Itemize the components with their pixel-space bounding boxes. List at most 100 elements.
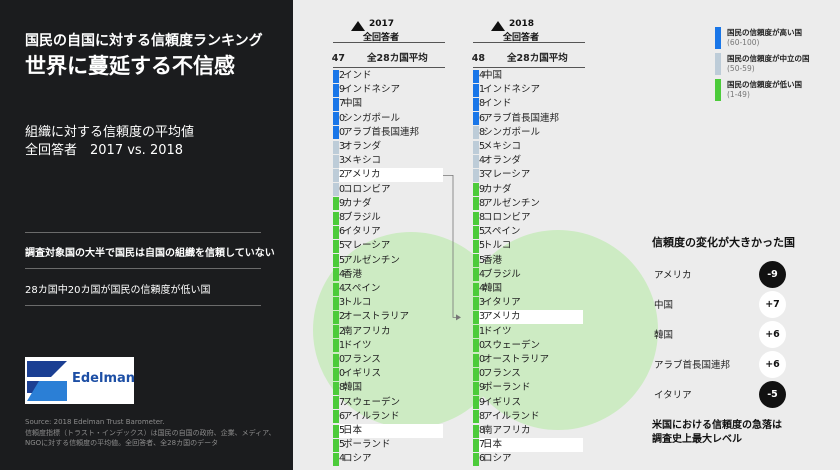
highlight-box xyxy=(479,438,583,453)
country-name: ドイツ xyxy=(343,339,372,351)
right-panel: 2017 全回答者 47 全28カ国平均 72インド69インドネシア67中国60… xyxy=(293,0,840,470)
trust-level-bar xyxy=(333,282,339,296)
trust-level-bar xyxy=(333,183,339,197)
country-name: オランダ xyxy=(343,141,382,152)
country-name: イタリア xyxy=(483,297,521,309)
trust-level-bar xyxy=(473,424,479,438)
country-name: アルゼンチン xyxy=(343,254,400,266)
trust-level-bar xyxy=(333,410,339,424)
country-name: オーストラリア xyxy=(343,311,410,323)
trust-level-bar xyxy=(473,254,479,268)
trust-level-bar xyxy=(473,126,479,140)
footnote-line-2: 調査史上最大レベル xyxy=(652,434,742,445)
finding-1: 調査対象国の大半で国民は自国の組織を信頼していない xyxy=(25,248,275,259)
trust-level-bar xyxy=(473,438,479,452)
country-name: ブラジル xyxy=(343,212,381,223)
trust-level-bar xyxy=(473,112,479,126)
country-name: 日本 xyxy=(483,439,503,451)
change-country-name: アラブ首長国連邦 xyxy=(654,360,731,371)
country-name: トルコ xyxy=(343,297,372,309)
header-rule xyxy=(333,42,445,43)
trust-level-bar xyxy=(333,140,339,154)
country-name: イギリス xyxy=(343,368,382,380)
country-name: 韓国 xyxy=(343,382,363,394)
change-country-name: イタリア xyxy=(654,390,692,401)
average-label-2017: 全28カ国平均 xyxy=(367,53,428,64)
low-trust-area-2017 xyxy=(313,232,509,428)
change-value-badge: +6 xyxy=(759,351,786,378)
average-label-2018: 全28カ国平均 xyxy=(507,53,568,64)
country-name: 中国 xyxy=(483,70,503,81)
country-name: スペイン xyxy=(343,283,381,294)
trust-level-bar xyxy=(473,339,479,353)
legend-swatch-high xyxy=(715,27,721,49)
triangle-icon xyxy=(491,21,505,31)
country-name: カナダ xyxy=(343,197,372,209)
average-value-2018: 48 xyxy=(471,53,485,64)
change-country-name: 中国 xyxy=(654,300,674,311)
country-name: 日本 xyxy=(343,425,363,436)
country-name: 香港 xyxy=(483,254,503,266)
page-title-small: 国民の自国に対する信頼度ランキング xyxy=(25,33,263,49)
country-name: スウェーデン xyxy=(343,396,401,408)
average-value-2017: 47 xyxy=(331,53,345,64)
country-name: メキシコ xyxy=(483,141,522,152)
country-name: シンガポール xyxy=(483,126,541,138)
country-name: メキシコ xyxy=(343,155,382,167)
trust-level-bar xyxy=(333,381,339,396)
legend-range-high: (60-100) xyxy=(727,38,760,47)
country-name: イタリア xyxy=(343,226,381,238)
country-name: 香港 xyxy=(343,268,363,280)
country-name: コロンビア xyxy=(343,183,391,195)
country-name: アルゼンチン xyxy=(483,197,540,209)
trust-level-bar xyxy=(473,140,479,154)
trust-level-bar xyxy=(333,126,339,140)
country-name: 韓国 xyxy=(483,283,503,294)
trust-level-bar xyxy=(473,452,479,467)
country-name: ロシア xyxy=(483,453,512,465)
country-name: 南アフリカ xyxy=(343,325,391,337)
year-label-2017: 2017 xyxy=(369,19,395,29)
trust-level-bar xyxy=(333,339,339,353)
change-value-badge: -5 xyxy=(759,381,786,408)
country-name: スウェーデン xyxy=(483,339,541,351)
chart-background xyxy=(313,230,658,430)
trust-level-bar xyxy=(333,353,339,367)
country-name: インドネシア xyxy=(483,84,541,96)
trust-level-bar xyxy=(473,396,479,410)
trust-level-bar xyxy=(333,197,339,211)
trust-level-bar xyxy=(473,282,479,296)
trust-level-bar xyxy=(473,154,479,168)
legend-swatch-neutral xyxy=(715,53,721,75)
source-line-2: 信頼度指標（トラスト・インデックス）は国民の自国の政府、企業、メディア、 xyxy=(25,429,276,437)
trust-level-bar xyxy=(473,410,479,424)
country-name: スペイン xyxy=(483,226,521,238)
trust-level-bar xyxy=(333,211,339,225)
average-rule xyxy=(473,67,585,68)
change-value-badge: +7 xyxy=(759,291,786,318)
country-name: ロシア xyxy=(343,453,372,465)
legend-label-low: 国民の信頼度が低い国 xyxy=(727,80,802,89)
trust-level-bar xyxy=(473,239,479,254)
country-name: ブラジル xyxy=(483,268,521,280)
divider xyxy=(25,305,261,306)
logo-text: Edelman xyxy=(72,371,136,386)
trust-level-bar xyxy=(333,325,339,339)
change-value-badge: +6 xyxy=(759,321,786,348)
country-name: ドイツ xyxy=(483,325,512,337)
divider xyxy=(25,268,261,269)
changes-title: 信頼度の変化が大きかった国 xyxy=(652,236,795,249)
country-name: インド xyxy=(483,98,512,110)
trust-level-bar xyxy=(333,367,339,381)
divider xyxy=(25,232,261,233)
trust-level-bar xyxy=(473,83,479,97)
country-name: イギリス xyxy=(483,396,522,408)
country-name: アラブ首長国連邦 xyxy=(343,126,420,138)
highlight-box xyxy=(479,310,583,325)
edelman-logo: Edelman xyxy=(25,357,136,404)
trust-level-bar xyxy=(333,69,339,83)
respondents-label-2018: 全回答者 xyxy=(503,33,540,43)
highlight-box xyxy=(339,424,443,438)
trust-level-bar xyxy=(333,452,339,467)
country-name: インドネシア xyxy=(343,84,401,96)
